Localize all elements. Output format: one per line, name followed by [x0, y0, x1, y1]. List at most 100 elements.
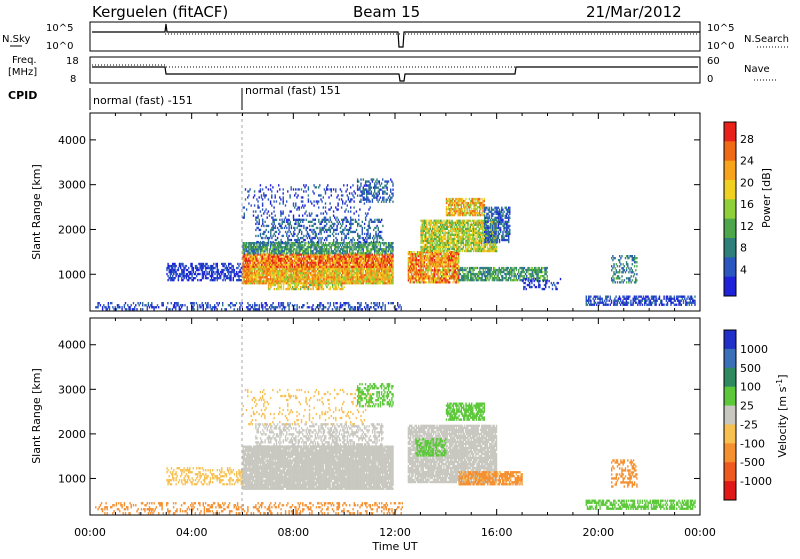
heatmap-cell	[257, 215, 258, 217]
heatmap-cell	[392, 272, 393, 274]
heatmap-cell	[277, 274, 278, 276]
heatmap-cell	[380, 244, 381, 246]
heatmap-cell	[181, 306, 182, 308]
heatmap-cell	[203, 265, 204, 267]
heatmap-cell	[259, 229, 260, 231]
heatmap-cell	[327, 244, 328, 246]
heatmap-cell	[111, 302, 112, 304]
heatmap-cell	[246, 270, 247, 272]
heatmap-cell	[317, 248, 318, 250]
heatmap-cell	[287, 221, 288, 223]
heatmap-cell	[367, 246, 368, 248]
heatmap-cell	[169, 267, 170, 269]
heatmap-cell	[284, 252, 285, 254]
heatmap-cell	[248, 270, 249, 272]
heatmap-cell	[255, 304, 256, 306]
heatmap-cell	[393, 302, 394, 304]
heatmap-cell	[282, 221, 283, 223]
heatmap-cell	[420, 226, 421, 228]
heatmap-cell	[226, 277, 227, 279]
heatmap-cell	[384, 250, 385, 252]
heatmap-cell	[420, 228, 421, 230]
heatmap-cell	[321, 258, 322, 260]
heatmap-cell	[337, 204, 338, 206]
heatmap-cell	[380, 189, 381, 191]
heatmap-cell	[218, 277, 219, 279]
noise-left-tick-top: 10^5	[46, 23, 73, 34]
heatmap-cell	[247, 302, 248, 304]
heatmap-cell	[226, 267, 227, 269]
heatmap-cell	[296, 227, 297, 229]
heatmap-cell	[229, 304, 230, 306]
station-title: Kerguelen (fitACF)	[92, 3, 228, 21]
heatmap-cell	[294, 194, 295, 196]
heatmap-cell	[274, 284, 275, 286]
heatmap-cell	[434, 265, 435, 267]
heatmap-cell	[374, 191, 375, 193]
heatmap-cell	[126, 308, 127, 310]
heatmap-cell	[307, 274, 308, 276]
heatmap-cell	[332, 286, 333, 288]
heatmap-cell	[356, 270, 357, 272]
heatmap-cell	[298, 225, 299, 227]
heatmap-cell	[309, 306, 310, 308]
heatmap-cell	[180, 265, 181, 267]
heatmap-cell	[427, 253, 428, 255]
heatmap-cell	[434, 279, 435, 281]
heatmap-cell	[420, 220, 421, 222]
heatmap-cell	[431, 271, 432, 273]
heatmap-cell	[259, 246, 260, 248]
heatmap-cell	[353, 270, 354, 272]
heatmap-cell	[348, 246, 349, 248]
heatmap-cell	[285, 270, 286, 272]
heatmap-cell	[366, 276, 367, 278]
heatmap-cell	[440, 265, 441, 267]
heatmap-cell	[321, 274, 322, 276]
heatmap-cell	[266, 229, 267, 231]
heatmap-cell	[341, 225, 342, 227]
heatmap-cell	[226, 269, 227, 271]
heatmap-cell	[288, 250, 289, 252]
heatmap-cell	[366, 262, 367, 264]
heatmap-cell	[353, 256, 354, 258]
heatmap-cell	[185, 265, 186, 267]
heatmap-cell	[277, 244, 278, 246]
heatmap-cell	[293, 202, 294, 204]
heatmap-cell	[332, 250, 333, 252]
heatmap-cell	[259, 221, 260, 223]
heatmap-cell	[299, 306, 300, 308]
heatmap-cell	[356, 246, 357, 248]
heatmap-cell	[343, 258, 344, 260]
heatmap-cell	[195, 265, 196, 267]
heatmap-cell	[416, 261, 417, 263]
heatmap-cell	[340, 248, 341, 250]
heatmap-cell	[293, 188, 294, 190]
heatmap-cell	[376, 237, 377, 239]
heatmap-cell	[267, 250, 268, 252]
heatmap-cell	[195, 273, 196, 275]
heatmap-cell	[270, 231, 271, 233]
heatmap-cell	[327, 264, 328, 266]
heatmap-cell	[205, 302, 206, 304]
heatmap-cell	[197, 306, 198, 308]
heatmap-cell	[275, 250, 276, 252]
heatmap-cell	[237, 267, 238, 269]
heatmap-cell	[408, 261, 409, 263]
heatmap-cell	[283, 266, 284, 268]
heatmap-cell	[376, 197, 377, 199]
heatmap-cell	[419, 275, 420, 277]
heatmap-cell	[429, 253, 430, 255]
heatmap-cell	[382, 199, 383, 201]
heatmap-cell	[213, 277, 214, 279]
heatmap-cell	[343, 239, 344, 241]
heatmap-cell	[337, 194, 338, 196]
heatmap-cell	[272, 262, 273, 264]
heatmap-cell	[288, 215, 289, 217]
heatmap-cell	[416, 277, 417, 279]
heatmap-cell	[310, 221, 311, 223]
heatmap-cell	[444, 271, 445, 273]
heatmap-cell	[343, 282, 344, 284]
heatmap-cell	[387, 199, 388, 201]
heatmap-cell	[384, 266, 385, 268]
